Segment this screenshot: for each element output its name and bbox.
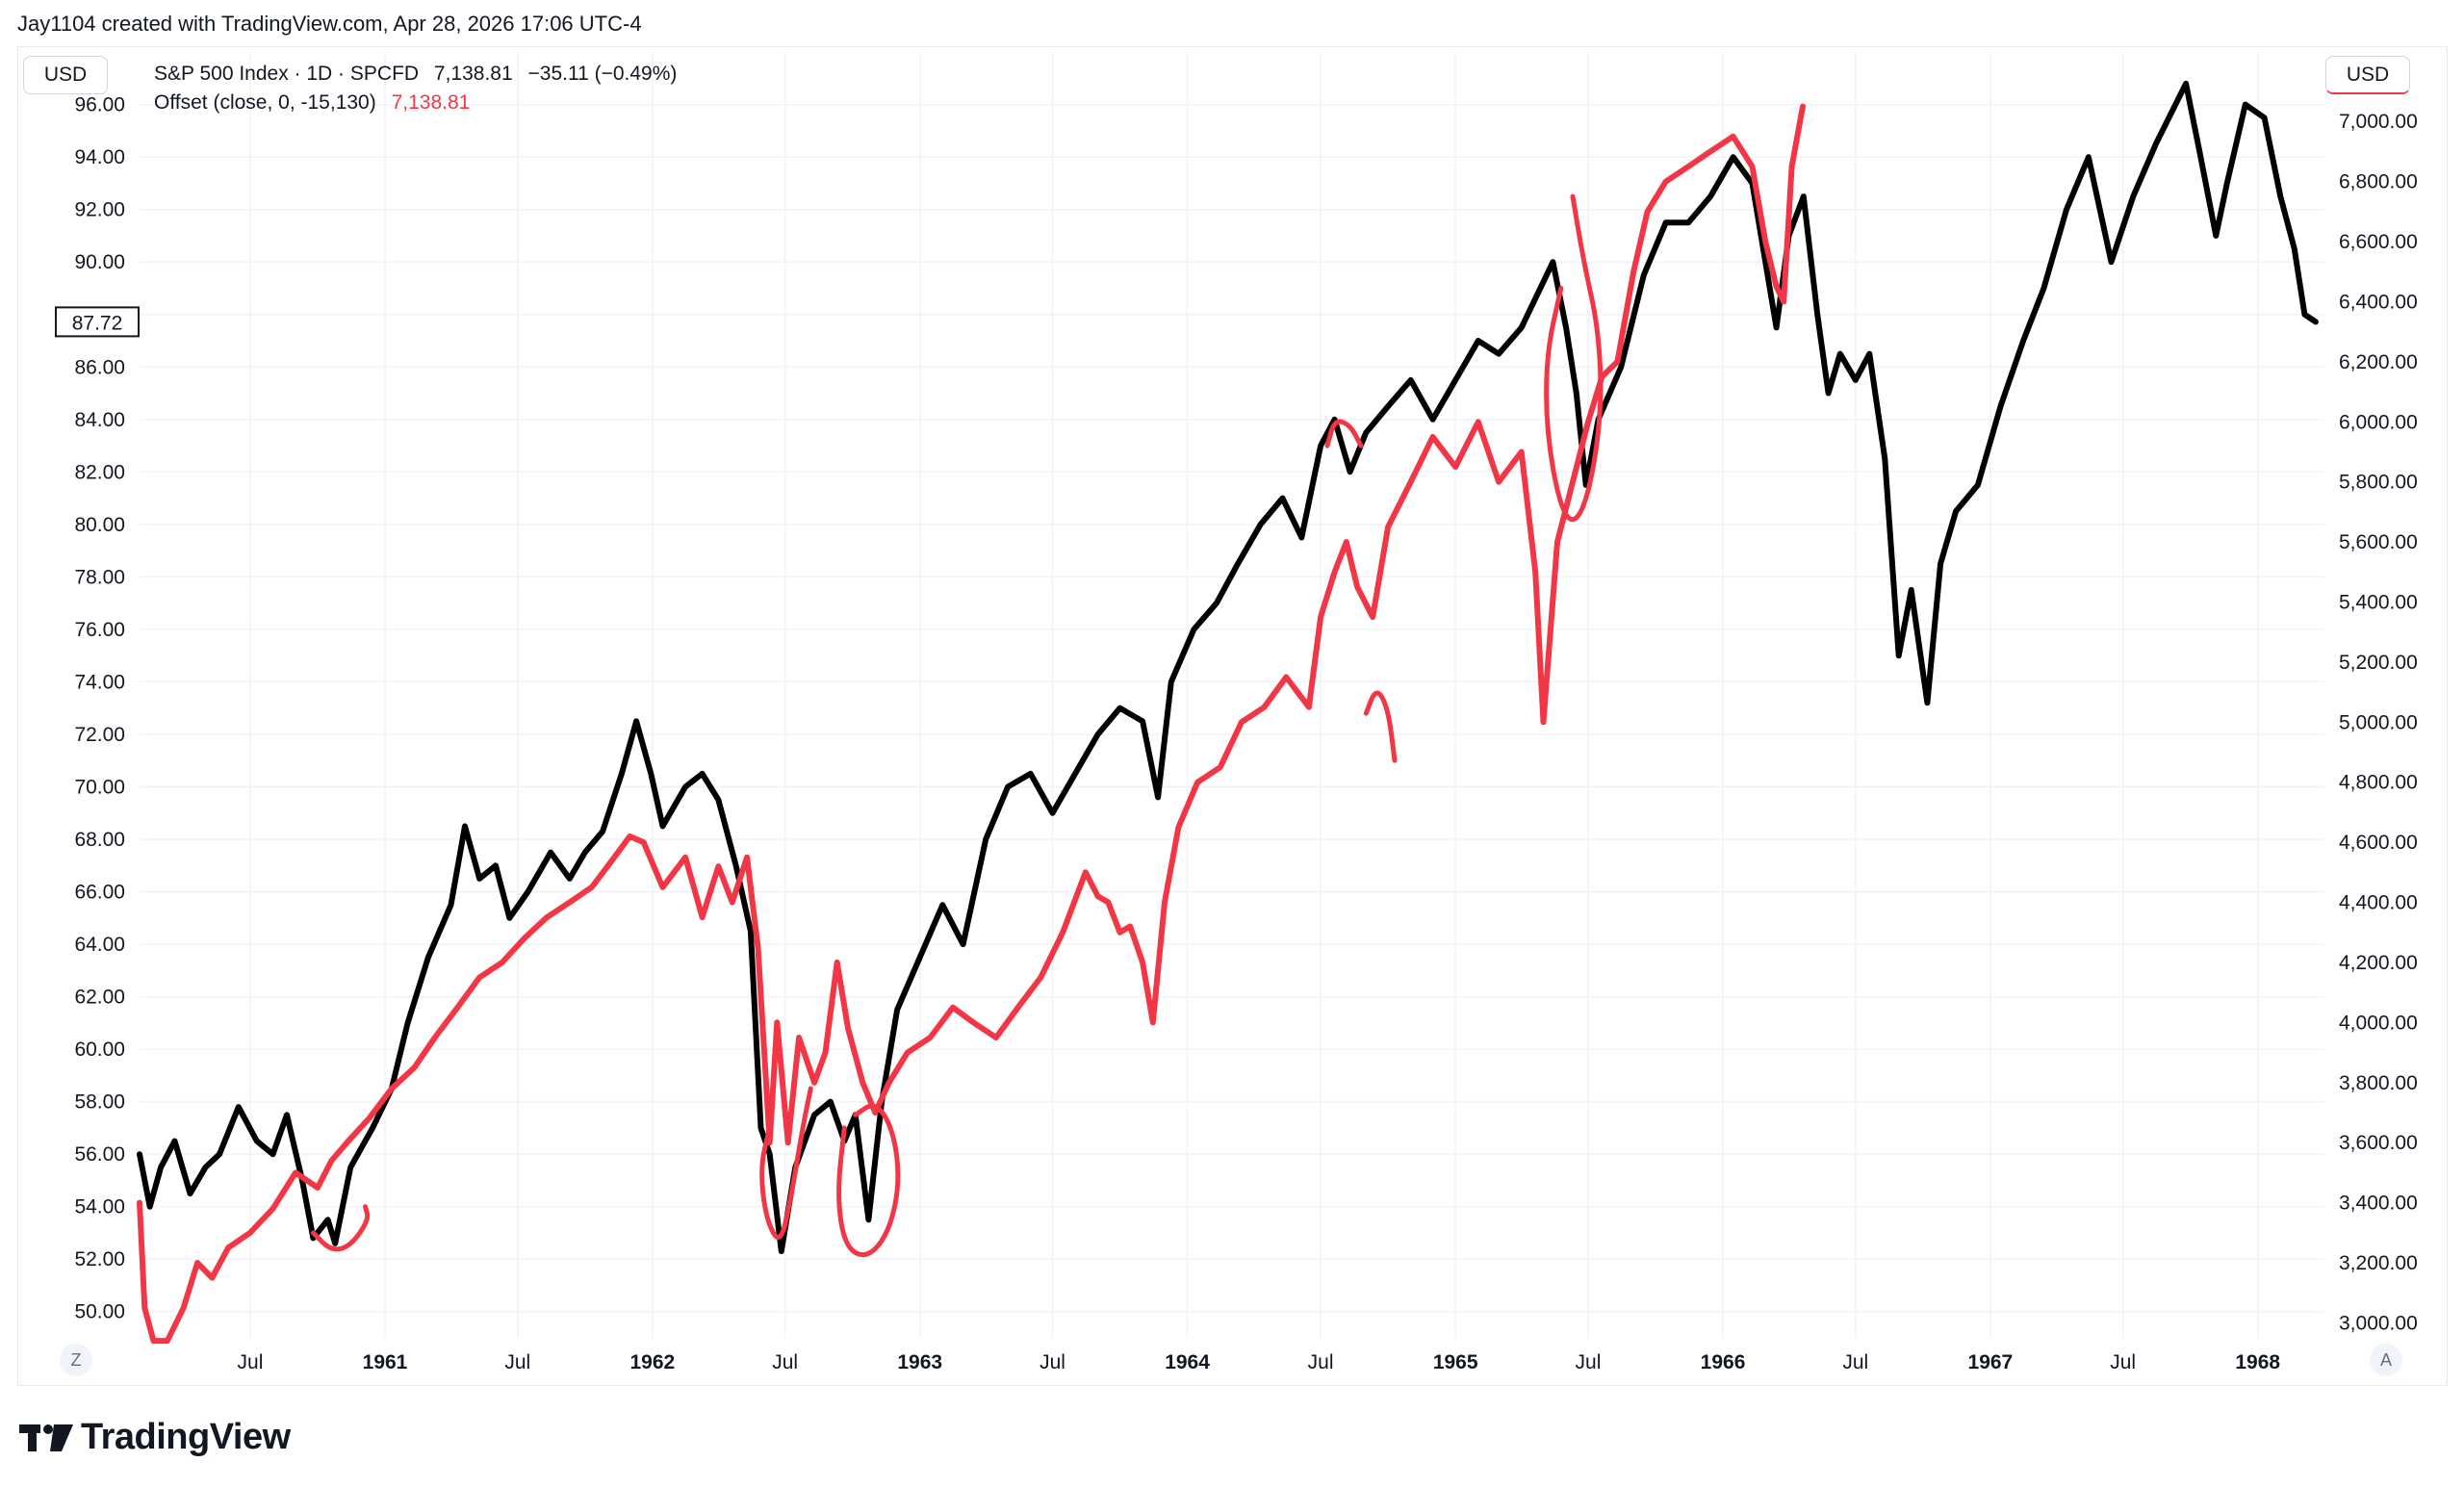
logo-text: TradingView: [81, 1417, 291, 1457]
right-currency-button[interactable]: USD: [2325, 56, 2410, 94]
freehand-annotation: [1544, 193, 1604, 523]
attribution-text: Jay1104 created with TradingView.com, Ap…: [17, 12, 642, 36]
right-axis-tick-label: 4,800.00: [2339, 772, 2418, 794]
right-axis-tick-label: 6,400.00: [2339, 291, 2418, 313]
left-axis-tick-label: 60.00: [74, 1039, 125, 1061]
left-axis-tick-label: 52.00: [74, 1248, 125, 1270]
left-axis-tick-label: 64.00: [74, 934, 125, 956]
left-axis-tick-label: 74.00: [74, 671, 125, 693]
left-axis-tick-label: 84.00: [74, 409, 125, 431]
left-axis-tick-label: 72.00: [74, 724, 125, 746]
left-axis-current-value-box: [55, 306, 140, 338]
x-axis-tick-label: 1961: [363, 1351, 408, 1373]
left-axis-tick-label: 68.00: [74, 829, 125, 851]
right-axis-tick-label: 4,200.00: [2339, 952, 2418, 974]
x-axis-tick-label: Jul: [238, 1351, 264, 1373]
x-axis-tick-label: Jul: [504, 1351, 530, 1373]
legend-overlay-row[interactable]: Offset (close, 0, -15,130) 7,138.81: [154, 89, 677, 117]
tradingview-logo-icon: [19, 1424, 73, 1451]
tradingview-logo[interactable]: TradingView: [19, 1417, 291, 1458]
left-axis-tick-label: 66.00: [74, 882, 125, 904]
right-axis-tick-label: 5,400.00: [2339, 591, 2418, 613]
x-axis-tick-label: Jul: [772, 1351, 798, 1373]
left-axis-tick-label: 62.00: [74, 987, 125, 1009]
freehand-annotation: [759, 1086, 813, 1240]
chart-frame[interactable]: [17, 46, 2448, 1386]
right-axis-tick-label: 4,000.00: [2339, 1012, 2418, 1034]
right-axis-tick-label: 3,800.00: [2339, 1072, 2418, 1094]
left-axis-current-value: 87.72: [72, 312, 123, 334]
right-axis-tick-label: 3,400.00: [2339, 1193, 2418, 1215]
legend-overlay-name: Offset (close, 0, -15,130): [154, 91, 376, 114]
x-axis-tick-label: 1968: [2235, 1351, 2280, 1373]
legend-main-symbol: S&P 500 Index · 1D · SPCFD: [154, 63, 420, 85]
left-axis-tick-label: 80.00: [74, 514, 125, 536]
right-axis-tick-label: 3,200.00: [2339, 1252, 2418, 1274]
right-axis-tick-label: 4,400.00: [2339, 892, 2418, 914]
left-axis-tick-label: 82.00: [74, 461, 125, 483]
right-axis-tick-label: 5,600.00: [2339, 531, 2418, 553]
overlay-series-line: [137, 103, 1806, 1345]
right-axis-tick-label: 5,800.00: [2339, 472, 2418, 494]
zoom-reset-button[interactable]: Z: [60, 1344, 92, 1376]
x-axis-tick-label: 1965: [1433, 1351, 1478, 1373]
x-axis-tick-label: 1967: [1968, 1351, 2014, 1373]
main-series-line: [137, 80, 2319, 1254]
x-axis-tick-label: Jul: [1576, 1351, 1602, 1373]
freehand-annotation: [310, 1204, 371, 1252]
left-axis-tick-label: 92.00: [74, 199, 125, 221]
x-axis-tick-label: Jul: [1842, 1351, 1868, 1373]
x-axis-tick-label: 1966: [1701, 1351, 1746, 1373]
left-axis-tick-label: 78.00: [74, 566, 125, 588]
left-axis-tick-label: 50.00: [74, 1301, 125, 1323]
right-axis-tick-label: 5,000.00: [2339, 711, 2418, 733]
x-axis-tick-label: Jul: [2110, 1351, 2136, 1373]
left-axis-tick-label: 76.00: [74, 619, 125, 641]
right-axis-tick-label: 6,600.00: [2339, 231, 2418, 253]
left-axis-tick-label: 58.00: [74, 1091, 125, 1114]
left-axis-tick-label: 54.00: [74, 1196, 125, 1219]
right-axis-tick-label: 7,000.00: [2339, 111, 2418, 133]
left-axis-tick-label: 94.00: [74, 146, 125, 168]
right-axis-tick-label: 5,200.00: [2339, 652, 2418, 674]
chart-legend: S&P 500 Index · 1D · SPCFD 7,138.81 −35.…: [154, 60, 677, 117]
right-axis-tick-label: 3,000.00: [2339, 1312, 2418, 1334]
left-currency-button[interactable]: USD: [23, 56, 108, 94]
legend-main-value: 7,138.81: [433, 63, 513, 85]
legend-main-row[interactable]: S&P 500 Index · 1D · SPCFD 7,138.81 −35.…: [154, 60, 677, 89]
x-axis-tick-label: Jul: [1308, 1351, 1334, 1373]
freehand-annotation: [1324, 419, 1364, 449]
right-axis-tick-label: 6,800.00: [2339, 171, 2418, 193]
right-axis-tick-label: 6,000.00: [2339, 411, 2418, 433]
x-axis-tick-label: Jul: [1040, 1351, 1065, 1373]
x-axis-tick-label: 1963: [897, 1351, 942, 1373]
left-axis-tick-label: 56.00: [74, 1143, 125, 1166]
right-axis-tick-label: 4,600.00: [2339, 832, 2418, 854]
auto-scale-button[interactable]: A: [2370, 1344, 2402, 1376]
x-axis-tick-label: 1964: [1165, 1351, 1210, 1373]
left-axis-tick-label: 96.00: [74, 94, 125, 116]
left-axis-tick-label: 90.00: [74, 251, 125, 273]
right-axis-tick-label: 6,200.00: [2339, 351, 2418, 373]
right-axis-tick-label: 3,600.00: [2339, 1132, 2418, 1154]
legend-overlay-value: 7,138.81: [391, 91, 471, 114]
freehand-annotation: [836, 1103, 901, 1258]
grid-lines: [140, 53, 2324, 1338]
x-axis-tick-label: 1962: [630, 1351, 676, 1373]
legend-main-change: −35.11 (−0.49%): [527, 63, 678, 85]
left-axis-tick-label: 86.00: [74, 356, 125, 378]
freehand-annotation: [1363, 690, 1398, 763]
left-axis-tick-label: 70.00: [74, 776, 125, 798]
